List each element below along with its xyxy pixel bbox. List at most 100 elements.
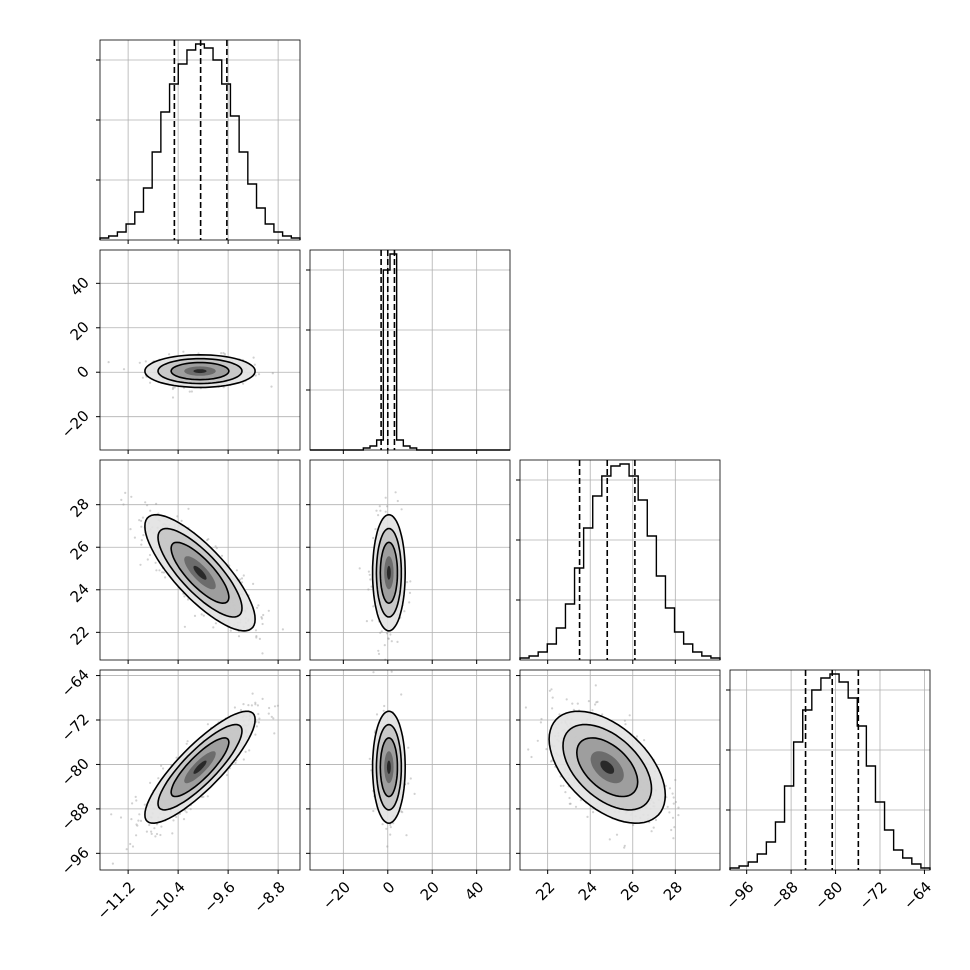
x-tick-label: 22 xyxy=(532,878,558,904)
scatter-point xyxy=(372,671,375,674)
scatter-point xyxy=(407,746,410,749)
scatter-point xyxy=(594,684,597,687)
scatter-point xyxy=(624,723,627,726)
scatter-point xyxy=(185,811,188,814)
scatter-point xyxy=(251,692,254,695)
x-tick-label: 20 xyxy=(417,878,443,904)
scatter-point xyxy=(406,581,409,584)
scatter-point xyxy=(672,796,675,799)
scatter-point xyxy=(122,368,126,371)
scatter-point xyxy=(222,351,225,355)
scatter-point xyxy=(270,385,273,388)
scatter-point xyxy=(635,735,639,738)
scatter-point xyxy=(185,742,188,745)
contour-line xyxy=(170,361,230,381)
scatter-point xyxy=(367,570,370,573)
contour-line xyxy=(170,737,230,798)
scatter-point xyxy=(255,725,258,728)
scatter-point xyxy=(125,848,128,851)
panel-frame xyxy=(309,249,511,451)
scatter-point xyxy=(242,758,245,761)
scatter-point xyxy=(652,826,655,829)
panel-frame xyxy=(99,39,301,241)
density-region xyxy=(193,369,207,374)
scatter-point xyxy=(674,800,678,804)
scatter-point xyxy=(186,740,189,743)
x-tick-label: −80 xyxy=(811,878,846,913)
scatter-point xyxy=(137,819,140,822)
scatter-point xyxy=(379,631,382,634)
contour-line xyxy=(379,541,399,605)
x-tick-label: −72 xyxy=(856,878,891,913)
scatter-point xyxy=(549,760,553,763)
y-tick-label: −88 xyxy=(58,799,93,834)
scatter-point xyxy=(182,350,185,353)
scatter-point xyxy=(239,708,243,712)
scatter-point xyxy=(149,781,152,785)
scatter-point xyxy=(188,390,191,393)
scatter-point xyxy=(207,538,210,541)
scatter-point xyxy=(171,396,175,399)
scatter-point xyxy=(389,826,392,829)
scatter-point xyxy=(144,501,147,504)
scatter-point xyxy=(592,811,595,814)
scatter-point xyxy=(375,509,378,512)
x-tick-label: −96 xyxy=(722,878,757,913)
scatter-point xyxy=(176,515,179,518)
scatter-point xyxy=(562,784,565,787)
scatter-point xyxy=(184,809,187,812)
panel-frame xyxy=(519,459,721,661)
scatter-point xyxy=(408,601,411,604)
scatter-point xyxy=(396,640,399,644)
scatter-point xyxy=(403,610,406,613)
scatter-point xyxy=(129,842,132,846)
scatter-point xyxy=(172,386,175,389)
scatter-point xyxy=(586,815,589,819)
scatter-point xyxy=(187,507,190,510)
scatter-point xyxy=(162,571,165,574)
density-region xyxy=(600,760,615,774)
scatter-point xyxy=(261,697,264,701)
scatter-point xyxy=(252,582,255,586)
scatter-point xyxy=(623,846,626,849)
scatter-point xyxy=(146,558,149,561)
scatter-point xyxy=(229,629,232,632)
y-tick-label: −96 xyxy=(58,843,93,878)
scatter-point xyxy=(545,748,548,751)
scatter-point xyxy=(387,637,390,640)
contour-line xyxy=(375,527,403,618)
scatter-point xyxy=(260,616,263,619)
scatter-point xyxy=(146,504,149,507)
scatter-point xyxy=(190,390,193,393)
scatter-point xyxy=(267,712,270,715)
scatter-point xyxy=(182,818,186,821)
scatter-point xyxy=(572,708,576,711)
scatter-point xyxy=(257,373,261,376)
scatter-point xyxy=(400,508,403,511)
scatter-point xyxy=(378,505,381,508)
contour-line xyxy=(170,541,230,605)
scatter-point xyxy=(379,509,382,512)
scatter-point xyxy=(257,604,260,607)
scatter-point xyxy=(559,784,563,788)
x-tick-label: 26 xyxy=(617,878,643,904)
x-tick-label: −9.6 xyxy=(200,878,238,916)
scatter-point xyxy=(254,629,258,632)
scatter-point xyxy=(268,706,271,710)
panel-frame xyxy=(519,669,721,871)
contour-line xyxy=(562,723,653,811)
scatter-point xyxy=(615,833,619,836)
histogram-step xyxy=(310,253,510,451)
scatter-point xyxy=(400,810,403,813)
scatter-point xyxy=(124,491,127,494)
contour-line xyxy=(379,737,399,798)
scatter-point xyxy=(157,777,160,780)
scatter-point xyxy=(400,693,403,696)
x-tick-label: −64 xyxy=(900,878,935,913)
scatter-point xyxy=(536,739,539,742)
scatter-point xyxy=(253,363,256,366)
x-tick-label: −10.4 xyxy=(144,878,189,923)
density-region xyxy=(193,760,207,774)
contour-line xyxy=(144,513,256,632)
scatter-point xyxy=(596,700,599,704)
